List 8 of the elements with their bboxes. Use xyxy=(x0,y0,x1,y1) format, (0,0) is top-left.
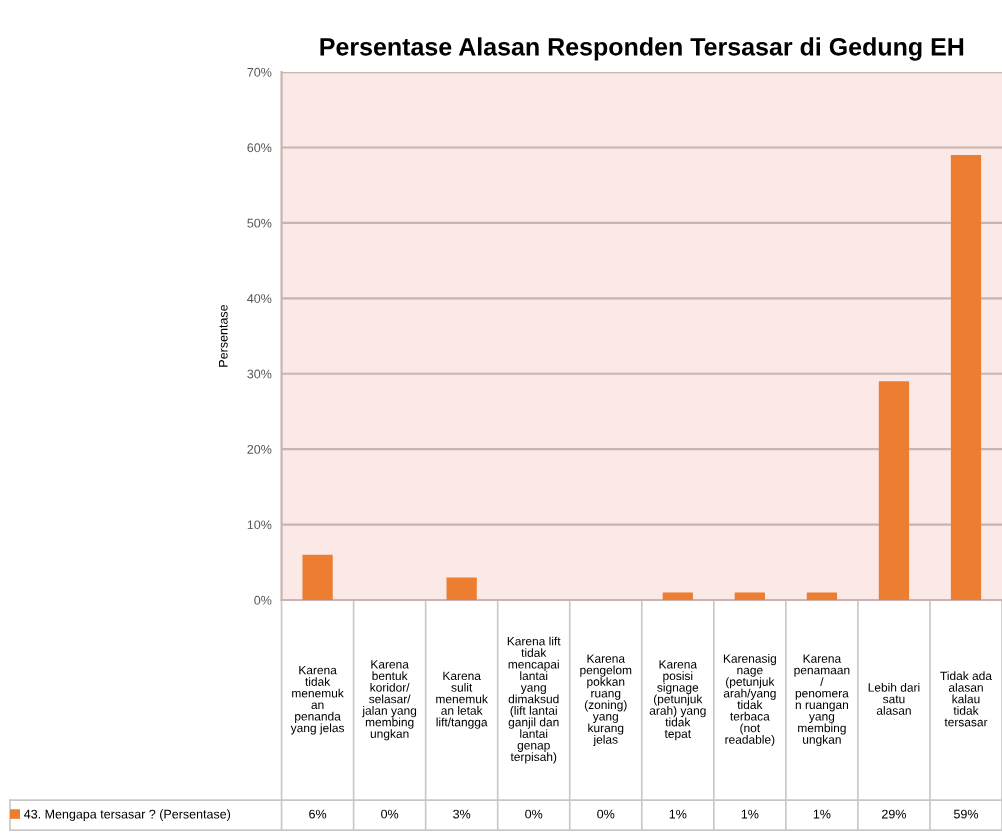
bar xyxy=(806,592,838,601)
bar xyxy=(302,554,333,601)
bar xyxy=(662,592,693,601)
bar xyxy=(878,381,910,601)
bar xyxy=(950,155,982,601)
bar xyxy=(446,577,477,601)
bar xyxy=(734,592,765,601)
chart-title: Persentase Alasan Responden Tersasar di Gedung EH xyxy=(320,37,964,61)
